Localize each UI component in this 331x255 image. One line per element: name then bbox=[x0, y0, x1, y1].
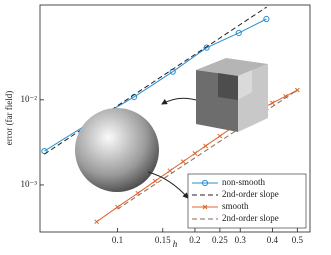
x-axis-label: h bbox=[173, 239, 178, 249]
legend-marker bbox=[201, 179, 209, 187]
point bbox=[294, 87, 300, 93]
point bbox=[192, 151, 198, 156]
x-tick-label: 0.2 bbox=[189, 235, 200, 245]
point bbox=[167, 168, 173, 174]
point bbox=[152, 178, 158, 184]
point bbox=[203, 143, 208, 149]
arrow bbox=[147, 171, 189, 199]
point bbox=[94, 219, 99, 225]
point bbox=[235, 29, 242, 37]
legend-label: smooth bbox=[222, 201, 249, 211]
x-tick-label: 0.4 bbox=[267, 235, 279, 245]
point bbox=[263, 15, 270, 23]
point bbox=[270, 100, 275, 106]
sphere-illustration bbox=[75, 108, 159, 192]
cube-illustration bbox=[196, 58, 268, 132]
x-tick-label: 0.15 bbox=[155, 235, 171, 245]
point bbox=[180, 159, 186, 164]
arrow bbox=[161, 97, 197, 105]
y-tick-label: 10⁻³ bbox=[21, 179, 38, 189]
y-axis-label: error (far field) bbox=[4, 91, 14, 145]
legend-label: 2nd-order slope bbox=[222, 189, 279, 199]
point bbox=[203, 44, 210, 51]
x-tick-label: 0.5 bbox=[292, 235, 304, 245]
legend-label: 2nd-order slope bbox=[222, 213, 279, 223]
x-tick-label: 0.25 bbox=[212, 235, 228, 245]
legend-marker bbox=[202, 204, 208, 210]
x-tick-label: 0.1 bbox=[112, 235, 123, 245]
point bbox=[283, 93, 288, 99]
point bbox=[217, 133, 223, 139]
legend-label: non-smooth bbox=[222, 177, 266, 187]
x-tick-label: 0.3 bbox=[235, 235, 247, 245]
y-tick-label: 10⁻² bbox=[21, 94, 38, 104]
